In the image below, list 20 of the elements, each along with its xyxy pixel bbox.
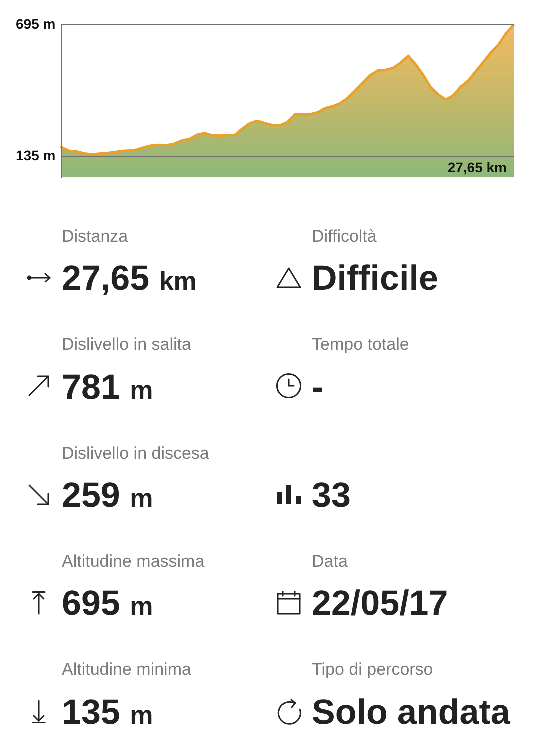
text: 259 m (62, 476, 154, 515)
annotation: 27,65 km (448, 159, 507, 176)
text: 27,65 km (62, 259, 197, 298)
category-label: Data (312, 552, 348, 571)
text: 22/05/17 (312, 584, 448, 624)
category-label: Tempo totale (312, 335, 410, 354)
category-label: Dislivello in salita (62, 335, 192, 354)
text: - (312, 368, 324, 407)
category-label: Tipo di percorso (312, 660, 434, 680)
category-label: Altitudine minima (62, 660, 192, 680)
text: Difficile (312, 259, 438, 298)
text: 695 m (62, 584, 154, 624)
category-label: Dislivello in discesa (62, 444, 210, 463)
text: Solo andata (312, 692, 510, 732)
text: 33 (312, 476, 351, 515)
text: 781 m (62, 368, 154, 407)
category-label: Difficoltà (312, 226, 377, 246)
text: 135 m (62, 692, 154, 732)
category-label: Altitudine massima (62, 552, 205, 571)
category-label: Distanza (62, 226, 128, 246)
